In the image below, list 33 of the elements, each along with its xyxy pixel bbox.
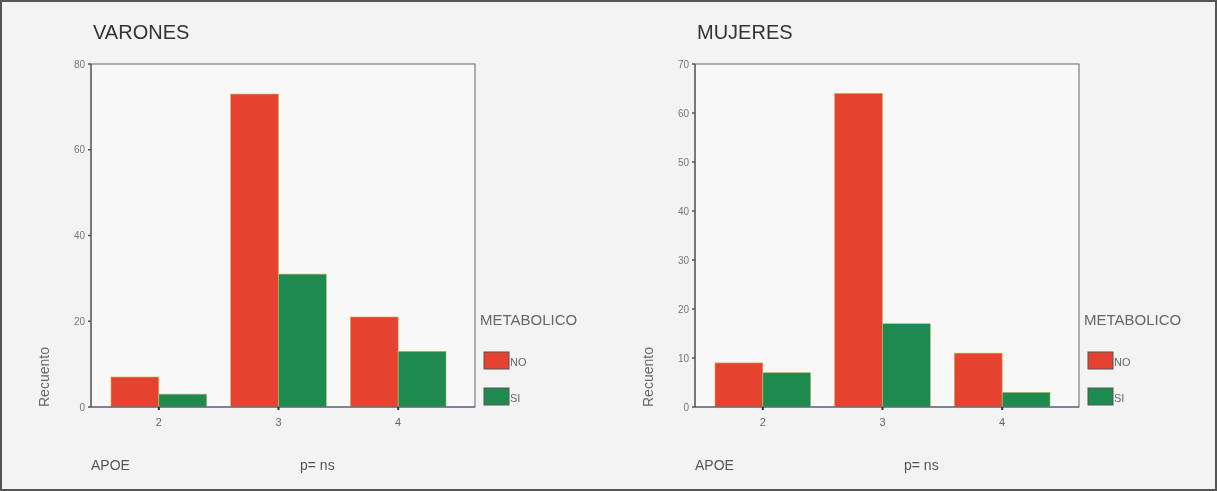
chart-title: VARONES	[93, 21, 190, 43]
legend-label: SI	[510, 392, 521, 404]
x-tick-label: 3	[879, 416, 886, 428]
x-axis-title: APOE	[91, 457, 130, 473]
y-tick-label: 50	[677, 156, 690, 168]
y-tick-label: 0	[683, 401, 690, 413]
y-axis-title: Recuento	[36, 346, 52, 407]
legend-label: NO	[1114, 356, 1131, 368]
chart-title: MUJERES	[697, 21, 793, 43]
x-tick-label: 2	[155, 416, 162, 428]
y-tick-label: 60	[73, 144, 86, 156]
y-tick-label: 20	[677, 303, 690, 315]
y-tick-label: 20	[73, 315, 86, 327]
y-axis-title: Recuento	[640, 346, 656, 407]
text: p= ns	[904, 457, 939, 473]
x-tick-label: 2	[759, 416, 766, 428]
text: p= ns	[300, 457, 335, 473]
x-tick-label: 4	[999, 416, 1006, 428]
legend-label: NO	[510, 356, 527, 368]
y-tick-label: 10	[677, 352, 690, 364]
x-axis-title: APOE	[695, 457, 734, 473]
y-tick-label: 40	[677, 205, 690, 217]
x-tick-label: 4	[395, 416, 402, 428]
y-tick-label: 80	[73, 58, 86, 70]
y-tick-label: 0	[79, 401, 86, 413]
legend-title: METABOLICO	[480, 311, 578, 328]
x-tick-label: 3	[275, 416, 282, 428]
legend-label: SI	[1114, 392, 1125, 404]
y-tick-label: 30	[677, 254, 690, 266]
y-tick-label: 60	[677, 107, 690, 119]
y-tick-label: 40	[73, 230, 86, 241]
y-tick-label: 70	[677, 58, 690, 70]
legend-title: METABOLICO	[1084, 311, 1182, 328]
